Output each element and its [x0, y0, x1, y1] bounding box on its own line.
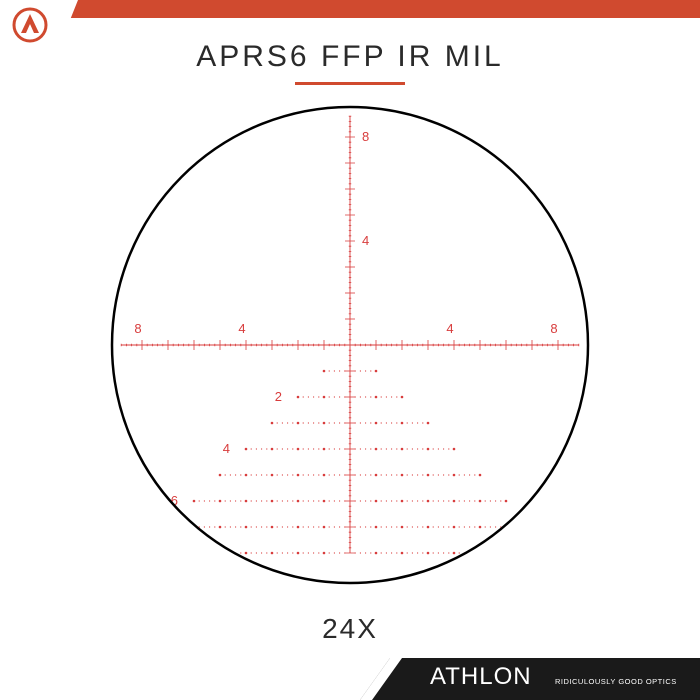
svg-text:4: 4 — [362, 233, 369, 248]
svg-text:4: 4 — [238, 321, 245, 336]
svg-text:2: 2 — [275, 389, 282, 404]
svg-text:4: 4 — [223, 441, 230, 456]
title-underline — [295, 82, 405, 85]
magnification-label: 24X — [0, 613, 700, 645]
brand-name: ATHLON — [430, 663, 532, 690]
svg-text:4: 4 — [446, 321, 453, 336]
svg-text:8: 8 — [550, 321, 557, 336]
svg-text:8: 8 — [362, 129, 369, 144]
svg-text:8: 8 — [134, 321, 141, 336]
top-accent-bar — [0, 0, 700, 18]
reticle-diagram: 484848246 — [110, 105, 590, 585]
brand-tagline: RIDICULOUSLY GOOD OPTICS — [555, 677, 677, 686]
brand-footer: ATHLON RIDICULOUSLY GOOD OPTICS — [360, 658, 700, 700]
product-title: APRS6 FFP IR MIL — [0, 40, 700, 74]
